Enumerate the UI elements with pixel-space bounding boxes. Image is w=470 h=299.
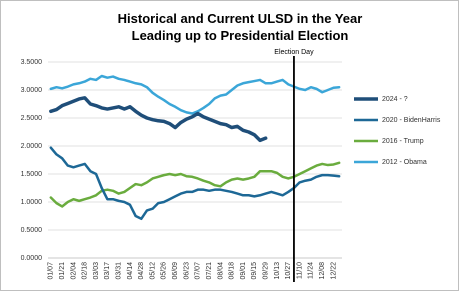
x-tick-label: 01/07 xyxy=(48,262,55,280)
x-tick-label: 02/04 xyxy=(70,262,77,280)
legend-label: 2020 - BidenHarris xyxy=(382,117,441,124)
y-tick-label: 1.5000 xyxy=(21,171,43,178)
x-tick-label: 09/15 xyxy=(251,262,258,280)
x-tick-label: 09/29 xyxy=(263,262,270,280)
x-tick-label: 10/13 xyxy=(274,262,281,280)
x-tick-label: 05/12 xyxy=(149,262,156,280)
chart-title: Historical and Current ULSD in the Year … xyxy=(117,11,363,43)
x-tick-label: 05/26 xyxy=(161,262,168,280)
annotation-label: Election Day xyxy=(274,49,314,56)
x-tick-label: 04/28 xyxy=(138,262,145,280)
series-line xyxy=(49,146,341,221)
series-line xyxy=(49,161,341,208)
y-tick-label: 3.0000 xyxy=(21,87,43,94)
x-tick-label: 08/04 xyxy=(217,262,224,280)
x-tick-label: 04/14 xyxy=(127,262,134,280)
x-tick-label: 07/21 xyxy=(206,262,213,280)
legend-label: 2016 - Trump xyxy=(382,138,424,145)
x-tick-label: 12/22 xyxy=(330,262,337,280)
y-tick-label: 0.5000 xyxy=(21,227,43,234)
x-tick-label: 10/27 xyxy=(285,262,292,280)
x-tick-label: 08/18 xyxy=(229,262,236,280)
x-tick-label: 07/07 xyxy=(195,262,202,280)
series-line xyxy=(49,74,341,115)
x-tick-label: 03/03 xyxy=(93,262,100,280)
x-tick-label: 06/09 xyxy=(172,262,179,280)
x-tick-label: 03/17 xyxy=(104,262,111,280)
y-tick-label: 3.5000 xyxy=(21,59,43,66)
x-tick-label: 11/24 xyxy=(308,262,315,279)
series-line xyxy=(49,96,268,143)
y-tick-label: 1.0000 xyxy=(21,199,43,206)
x-tick-label: 09/01 xyxy=(240,262,247,280)
y-tick-label: 2.5000 xyxy=(21,115,43,122)
y-tick-label: 0.0000 xyxy=(21,255,43,262)
legend-label: 2024 - ? xyxy=(382,96,408,103)
x-tick-label: 12/08 xyxy=(319,262,326,280)
x-tick-label: 02/18 xyxy=(82,262,89,280)
x-tick-label: 03/31 xyxy=(116,262,123,280)
x-tick-label: 11/10 xyxy=(296,262,303,279)
legend-label: 2012 - Obama xyxy=(382,159,427,166)
x-tick-label: 01/21 xyxy=(59,262,66,280)
x-tick-label: 06/23 xyxy=(183,262,190,280)
chart-frame xyxy=(0,0,459,291)
y-tick-label: 2.0000 xyxy=(21,143,43,150)
